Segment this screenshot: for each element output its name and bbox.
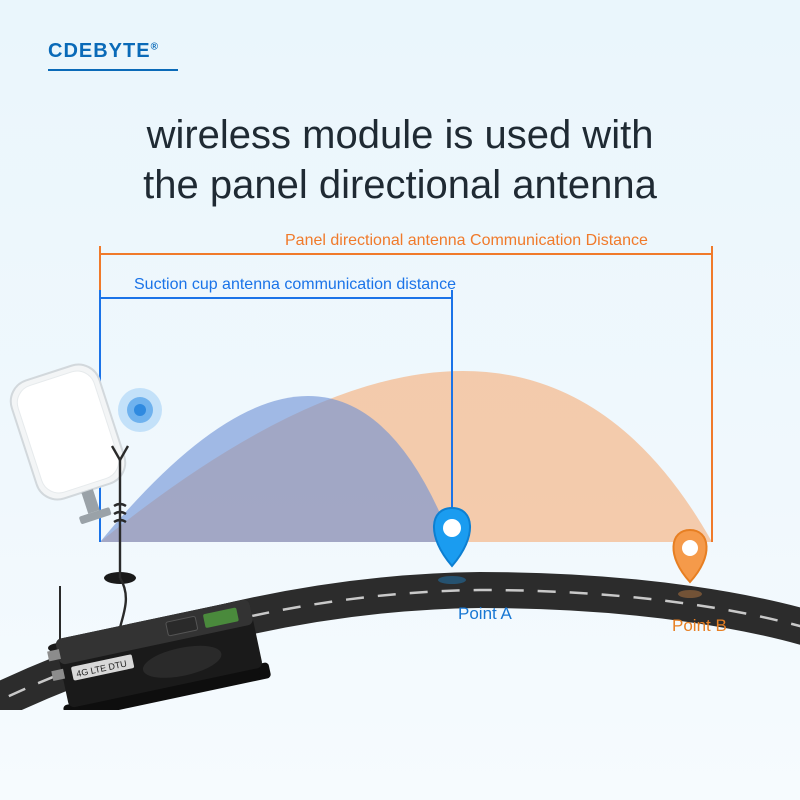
wireless-module-device: 4G LTE DTU	[45, 597, 271, 710]
outer-distance-label: Panel directional antenna Communication …	[285, 232, 648, 250]
inner-distance-label: Suction cup antenna communication distan…	[134, 276, 456, 294]
signal-origin-icon	[118, 388, 162, 432]
brand-logo: CDEBYTE®	[48, 40, 178, 71]
page-title: wireless module is used with the panel d…	[0, 110, 800, 210]
brand-name: CDEBYTE	[48, 40, 151, 62]
point-a-label: Point A	[458, 604, 512, 624]
title-line-2: the panel directional antenna	[143, 163, 657, 207]
brand-reg: ®	[151, 41, 159, 52]
antenna-range-diagram: 4G LTE DTU	[0, 240, 800, 710]
point-b-label: Point B	[672, 616, 727, 636]
title-line-1: wireless module is used with	[147, 113, 654, 157]
